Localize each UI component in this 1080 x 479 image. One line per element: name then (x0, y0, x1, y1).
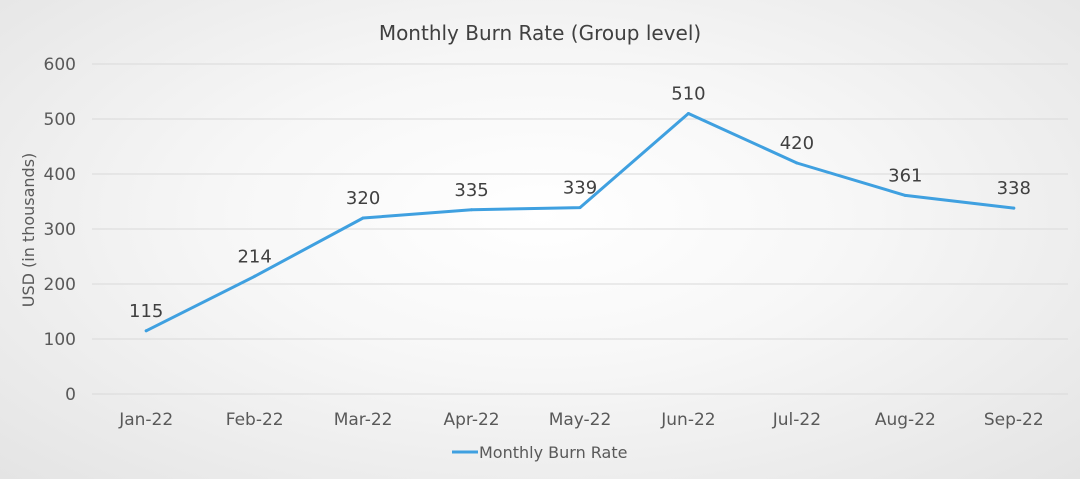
gridlines (92, 63, 1068, 395)
series-line (144, 112, 1016, 333)
y-tick-label: 500 (44, 110, 76, 130)
data-labels: 115 214 320 335 339 510 420 361 338 (129, 84, 1031, 322)
data-label: 214 (237, 246, 271, 267)
x-tick-label: Aug-22 (875, 410, 936, 430)
chart-title: Monthly Burn Rate (Group level) (379, 21, 701, 45)
legend[interactable]: Monthly Burn Rate (452, 443, 627, 462)
legend-label: Monthly Burn Rate (479, 443, 627, 462)
data-point (144, 329, 148, 333)
x-tick-label: Feb-22 (226, 410, 284, 430)
data-label: 510 (671, 84, 705, 105)
x-tick-label: Mar-22 (334, 410, 393, 430)
y-tick-label: 200 (44, 275, 76, 295)
x-tick-label: Apr-22 (444, 410, 500, 430)
y-tick-label: 400 (44, 165, 76, 185)
x-tick-label: Jan-22 (118, 410, 173, 430)
y-axis-ticks: 0 100 200 300 400 500 600 (44, 55, 76, 405)
data-point (578, 206, 582, 210)
y-tick-label: 100 (44, 330, 76, 350)
data-label: 339 (563, 178, 597, 199)
data-point (361, 216, 365, 220)
x-tick-label: Sep-22 (984, 410, 1044, 430)
x-axis-ticks: Jan-22 Feb-22 Mar-22 Apr-22 May-22 Jun-22 Jul-… (118, 410, 1043, 430)
data-label: 320 (346, 188, 380, 209)
data-label: 361 (888, 165, 922, 186)
data-point (253, 274, 257, 278)
data-label: 115 (129, 301, 163, 322)
data-point (686, 112, 690, 115)
y-axis-label: USD (in thousands) (19, 153, 38, 308)
data-point (795, 161, 799, 165)
y-tick-label: 0 (65, 385, 76, 405)
x-tick-label: Jun-22 (660, 410, 715, 430)
data-label: 420 (780, 133, 814, 154)
data-point (1012, 206, 1016, 210)
x-tick-label: Jul-22 (772, 410, 821, 430)
data-point (470, 208, 474, 212)
y-tick-label: 300 (44, 220, 76, 240)
x-tick-label: May-22 (549, 410, 612, 430)
data-label: 338 (997, 178, 1031, 199)
y-tick-label: 600 (44, 55, 76, 75)
data-point (903, 193, 907, 197)
series-layer (144, 112, 1016, 333)
data-label: 335 (454, 180, 488, 201)
